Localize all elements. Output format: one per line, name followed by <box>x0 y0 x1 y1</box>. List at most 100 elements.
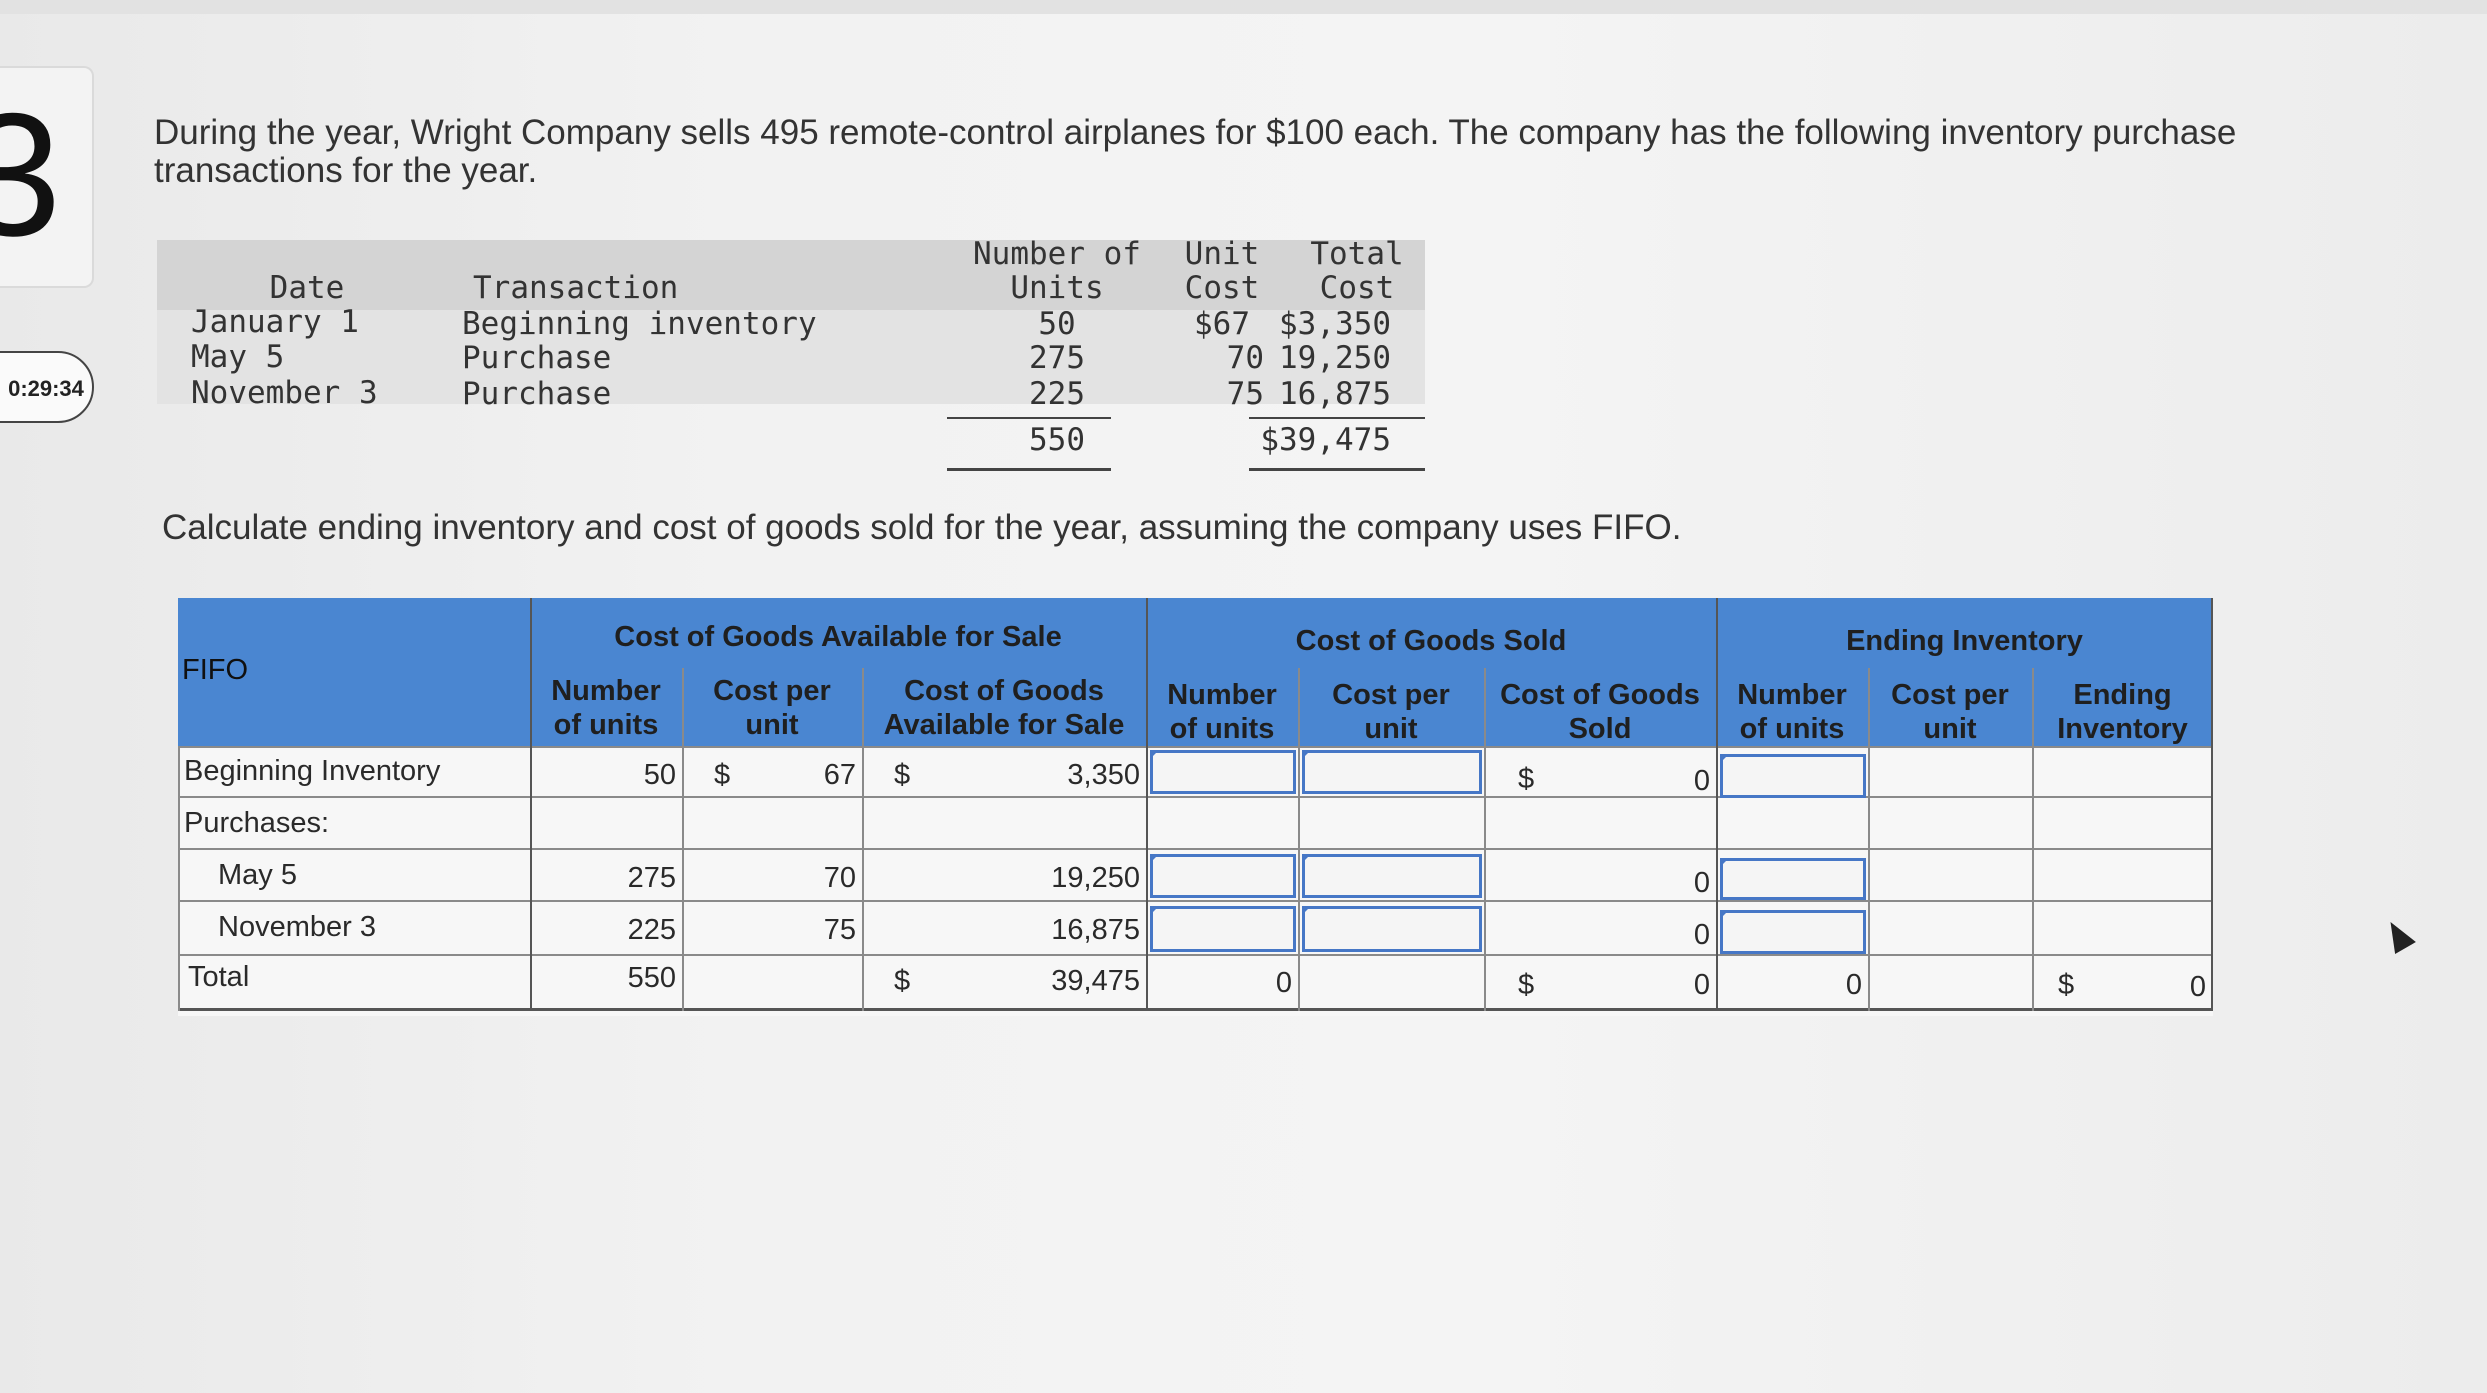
grid-line <box>178 954 2213 956</box>
row-2-units: 275 <box>1029 340 1085 376</box>
beg-dollar-2: $ <box>894 759 911 791</box>
may-units: 275 <box>627 862 676 894</box>
sold-cost-beginning-input[interactable] <box>1302 750 1482 794</box>
nov-units: 225 <box>627 914 676 946</box>
sub-avail-cost-1: Cost per <box>713 675 831 707</box>
sold-nov-total: 0 <box>1693 919 1710 951</box>
row-2-transaction: Purchase <box>462 340 612 376</box>
sub-end-cost-1: Cost per <box>1891 679 2009 711</box>
may-cost: 70 <box>823 862 856 894</box>
grid-line <box>178 900 2213 902</box>
row-3-total: 16,875 <box>1279 376 1391 412</box>
total-dollar: $ <box>894 965 911 997</box>
sold-beg-dollar: $ <box>1518 763 1535 795</box>
sub-sold-total-1: Cost of Goods <box>1500 679 1700 711</box>
top-strip <box>0 0 2487 14</box>
row-label-beginning: Beginning Inventory <box>184 755 441 787</box>
beg-total: 3,350 <box>1067 759 1140 791</box>
sold-total-units: 0 <box>1275 967 1292 999</box>
header-total-1: Total <box>1310 236 1404 272</box>
sold-units-beginning-input[interactable] <box>1150 750 1296 794</box>
group-sold: Cost of Goods Sold <box>1295 625 1567 657</box>
grid-line <box>178 746 180 1011</box>
sold-beg-total: 0 <box>1693 765 1710 797</box>
sub-sold-cost-2: unit <box>1364 713 1418 745</box>
sub-sold-total-2: Sold <box>1568 713 1632 745</box>
header-units-2: Units <box>1010 270 1104 306</box>
header-transaction: Transaction <box>473 270 679 306</box>
grid-line <box>1868 668 1870 1011</box>
sold-units-may-input[interactable] <box>1150 854 1296 898</box>
total-available: 39,475 <box>1051 965 1140 997</box>
nov-cost: 75 <box>823 914 856 946</box>
may-total: 19,250 <box>1051 862 1140 894</box>
cost-subtotal-line <box>1249 417 1425 419</box>
beg-dollar: $ <box>714 759 731 791</box>
row-3-units: 225 <box>1029 376 1085 412</box>
grid-line <box>530 598 532 1011</box>
sold-cost-nov-input[interactable] <box>1302 906 1482 952</box>
fifo-label: FIFO <box>182 654 249 686</box>
row-label-may: May 5 <box>218 859 297 891</box>
row-1-date: January 1 <box>191 304 359 340</box>
units-subtotal-line <box>947 417 1111 419</box>
sub-end-total-1: Ending <box>2073 679 2172 711</box>
units-total-line <box>947 468 1111 471</box>
end-units-beginning-input[interactable] <box>1720 754 1866 798</box>
question-number: 3 <box>0 78 62 273</box>
row-2-total: 19,250 <box>1279 340 1391 376</box>
row-1-transaction: Beginning inventory <box>462 306 817 342</box>
row-1-unit-cost: $67 <box>1194 306 1250 342</box>
question-number-panel <box>0 66 94 288</box>
total-units: 550 <box>1029 422 1085 458</box>
beg-cost: 67 <box>823 759 856 791</box>
grid-line <box>1146 598 1148 1011</box>
header-date: Date <box>269 270 345 306</box>
row-3-unit-cost: 75 <box>1226 376 1264 412</box>
header-units-1: Number of <box>973 236 1141 272</box>
purchases-header-bg <box>157 240 1425 310</box>
grid-line <box>178 1008 2213 1011</box>
grid-line <box>682 668 684 1011</box>
sub-avail-total-1: Cost of Goods <box>904 675 1104 707</box>
sold-cost-may-input[interactable] <box>1302 854 1482 898</box>
sub-end-cost-2: unit <box>1923 713 1977 745</box>
grid-line <box>2032 668 2034 1011</box>
fifo-worksheet: FIFO Cost of Goods Available for Sale Co… <box>178 598 2213 1016</box>
group-ending: Ending Inventory <box>1846 625 2083 657</box>
end-units-may-input[interactable] <box>1720 858 1866 900</box>
sub-sold-cost-1: Cost per <box>1332 679 1450 711</box>
row-label-total: Total <box>188 961 250 993</box>
sub-end-units-1: Number <box>1737 679 1847 711</box>
sub-avail-cost-2: unit <box>745 709 799 741</box>
purchases-table: Date Transaction Number of Units Unit Co… <box>157 236 1425 472</box>
sold-total-total: 0 <box>1693 969 1710 1001</box>
fifo-label-header <box>178 598 530 746</box>
grid-line <box>178 796 2213 798</box>
cost-total-line <box>1249 468 1425 471</box>
nov-total: 16,875 <box>1051 914 1140 946</box>
end-units-nov-input[interactable] <box>1720 910 1866 954</box>
row-1-total: $3,350 <box>1279 306 1391 342</box>
fifo-group-header <box>530 598 2213 746</box>
group-available: Cost of Goods Available for Sale <box>614 621 1062 653</box>
sub-avail-total-2: Available for Sale <box>883 709 1125 741</box>
row-2-unit-cost: 70 <box>1226 340 1264 376</box>
sold-units-nov-input[interactable] <box>1150 906 1296 952</box>
grid-line <box>1484 668 1486 1011</box>
total-cost: $39,475 <box>1260 422 1391 458</box>
row-2-date: May 5 <box>191 339 285 375</box>
header-total-2: Cost <box>1319 270 1395 306</box>
end-total-units: 0 <box>1845 969 1862 1001</box>
total-units: 550 <box>627 962 676 994</box>
grid-line <box>1298 668 1300 1011</box>
question-prompt: Calculate ending inventory and cost of g… <box>162 508 1682 547</box>
header-cost-1: Unit <box>1184 236 1260 272</box>
grid-line <box>862 668 864 1011</box>
grid-line <box>1716 598 1718 1011</box>
timer: 0:29:34 <box>0 351 94 423</box>
grid-line <box>178 746 2213 748</box>
sub-sold-units-2: of units <box>1169 713 1275 745</box>
grid-line <box>178 848 2213 850</box>
end-total-inventory: 0 <box>2189 971 2206 1003</box>
